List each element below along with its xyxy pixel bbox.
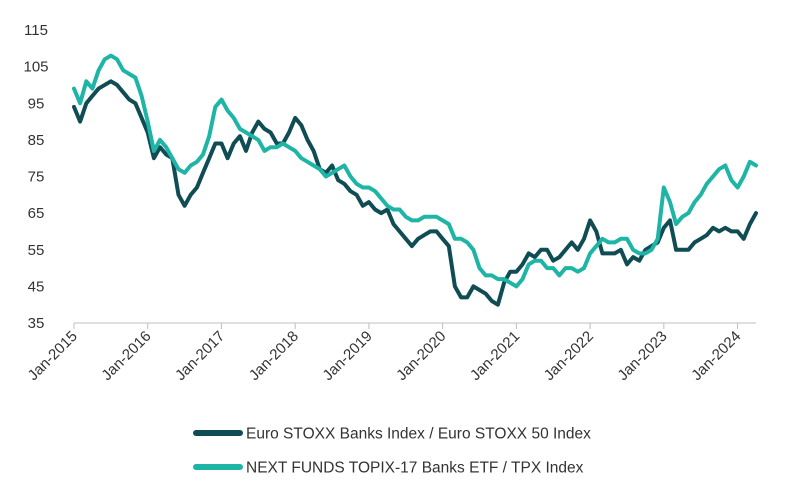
y-tick-label: 35 xyxy=(28,315,45,332)
series-lines xyxy=(72,53,758,307)
x-tick-label: Jan-2022 xyxy=(541,328,597,384)
x-tick-label: Jan-2017 xyxy=(172,328,228,384)
legend-label: Euro STOXX Banks Index / Euro STOXX 50 I… xyxy=(246,426,591,443)
series-line-1 xyxy=(72,79,758,307)
x-tick-label: Jan-2019 xyxy=(319,328,375,384)
x-tick-label: Jan-2016 xyxy=(98,328,154,384)
y-tick-label: 115 xyxy=(24,22,48,39)
x-tick-label: Jan-2015 xyxy=(25,328,81,384)
y-tick-label: 95 xyxy=(28,95,45,112)
x-axis-labels: Jan-2015 Jan-2016 Jan-2017 Jan-2018 Jan-2019… xyxy=(25,328,745,384)
y-tick-label: 105 xyxy=(23,59,48,76)
x-tick-label: Jan-2020 xyxy=(393,328,449,384)
x-tick-label: Jan-2023 xyxy=(614,328,670,384)
y-tick-label: 55 xyxy=(28,242,45,259)
legend: Euro STOXX Banks Index / Euro STOXX 50 I… xyxy=(193,426,591,477)
series-line-2 xyxy=(72,53,758,289)
x-axis xyxy=(73,322,756,329)
y-tick-label: 45 xyxy=(28,278,45,295)
y-tick-label: 75 xyxy=(28,169,45,186)
x-tick-label: Jan-2021 xyxy=(467,328,523,384)
y-tick-label: 65 xyxy=(28,205,45,222)
x-tick-label: Jan-2024 xyxy=(688,328,744,384)
x-tick-label: Jan-2018 xyxy=(246,328,302,384)
legend-label: NEXT FUNDS TOPIX-17 Banks ETF / TPX Inde… xyxy=(246,460,584,477)
y-tick-label: 85 xyxy=(28,132,45,149)
y-axis-labels: 35 45 55 65 75 85 95 105 115 xyxy=(23,22,48,332)
